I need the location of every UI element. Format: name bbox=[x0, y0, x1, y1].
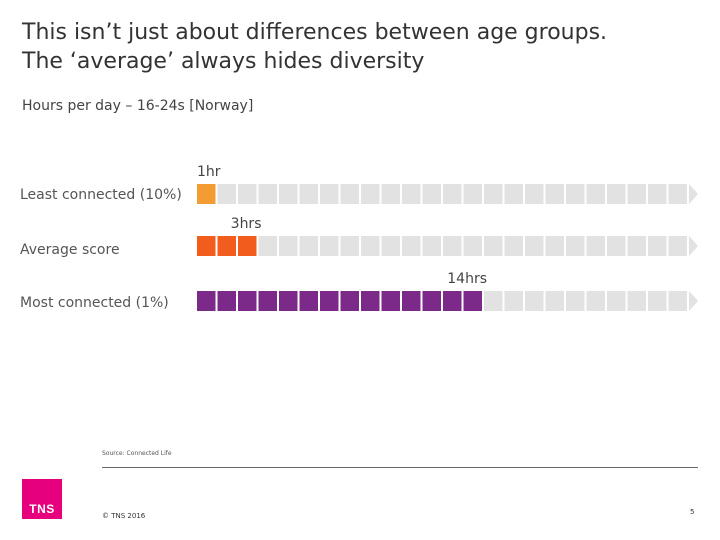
empty-hour-block bbox=[463, 236, 482, 256]
filled-hour-block bbox=[238, 236, 257, 256]
empty-hour-block bbox=[627, 291, 646, 311]
filled-hour-block bbox=[238, 291, 257, 311]
filled-hour-block bbox=[217, 291, 236, 311]
empty-hour-block bbox=[648, 184, 667, 204]
data-label: 3hrs bbox=[231, 216, 262, 232]
empty-hour-block bbox=[258, 184, 277, 204]
empty-hour-block bbox=[668, 236, 687, 256]
filled-hour-block bbox=[258, 291, 277, 311]
empty-hour-block bbox=[586, 236, 605, 256]
empty-hour-block bbox=[545, 236, 564, 256]
page-number: 5 bbox=[690, 508, 695, 516]
category-label: Least connected (10%) bbox=[20, 187, 182, 203]
row-arrow-head bbox=[689, 291, 698, 311]
source-note: Source: Connected Life bbox=[102, 450, 172, 457]
empty-hour-block bbox=[299, 184, 318, 204]
empty-hour-block bbox=[545, 291, 564, 311]
empty-hour-block bbox=[504, 291, 523, 311]
tns-logo: TNS bbox=[22, 479, 62, 519]
empty-hour-block bbox=[484, 291, 503, 311]
empty-hour-block bbox=[402, 184, 421, 204]
empty-hour-block bbox=[566, 291, 585, 311]
category-label: Most connected (1%) bbox=[20, 295, 169, 311]
filled-hour-block bbox=[197, 236, 216, 256]
empty-hour-block bbox=[586, 291, 605, 311]
empty-hour-block bbox=[648, 236, 667, 256]
empty-hour-block bbox=[402, 236, 421, 256]
filled-hour-block bbox=[197, 291, 216, 311]
empty-hour-block bbox=[668, 291, 687, 311]
empty-hour-block bbox=[566, 184, 585, 204]
filled-hour-block bbox=[463, 291, 482, 311]
empty-hour-block bbox=[217, 184, 236, 204]
empty-hour-block bbox=[443, 236, 462, 256]
filled-hour-block bbox=[279, 291, 298, 311]
title-line-1: This isn’t just about differences betwee… bbox=[22, 20, 608, 45]
empty-hour-block bbox=[484, 184, 503, 204]
empty-hour-block bbox=[381, 236, 400, 256]
row-arrow-head bbox=[689, 236, 698, 256]
empty-hour-block bbox=[627, 236, 646, 256]
empty-hour-block bbox=[525, 291, 544, 311]
footer-divider bbox=[102, 467, 698, 468]
empty-hour-block bbox=[443, 184, 462, 204]
copyright: © TNS 2016 bbox=[102, 512, 146, 520]
empty-hour-block bbox=[299, 236, 318, 256]
filled-hour-block bbox=[402, 291, 421, 311]
empty-hour-block bbox=[504, 184, 523, 204]
empty-hour-block bbox=[504, 236, 523, 256]
empty-hour-block bbox=[484, 236, 503, 256]
empty-hour-block bbox=[361, 236, 380, 256]
empty-hour-block bbox=[340, 236, 359, 256]
empty-hour-block bbox=[463, 184, 482, 204]
slide-title: This isn’t just about differences betwee… bbox=[22, 18, 702, 76]
empty-hour-block bbox=[545, 184, 564, 204]
data-label: 1hr bbox=[197, 164, 221, 180]
empty-hour-block bbox=[525, 184, 544, 204]
empty-hour-block bbox=[648, 291, 667, 311]
filled-hour-block bbox=[197, 184, 216, 204]
empty-hour-block bbox=[422, 236, 441, 256]
empty-hour-block bbox=[320, 236, 339, 256]
filled-hour-block bbox=[299, 291, 318, 311]
empty-hour-block bbox=[525, 236, 544, 256]
category-label: Average score bbox=[20, 242, 120, 258]
empty-hour-block bbox=[279, 236, 298, 256]
row-arrow-head bbox=[689, 184, 698, 204]
filled-hour-block bbox=[361, 291, 380, 311]
chart-subtitle: Hours per day – 16-24s [Norway] bbox=[22, 98, 254, 114]
filled-hour-block bbox=[217, 236, 236, 256]
empty-hour-block bbox=[607, 236, 626, 256]
empty-hour-block bbox=[422, 184, 441, 204]
empty-hour-block bbox=[566, 236, 585, 256]
empty-hour-block bbox=[340, 184, 359, 204]
tns-logo-text: TNS bbox=[29, 502, 55, 516]
filled-hour-block bbox=[320, 291, 339, 311]
empty-hour-block bbox=[320, 184, 339, 204]
title-line-2: The ‘average’ always hides diversity bbox=[22, 49, 425, 74]
filled-hour-block bbox=[443, 291, 462, 311]
empty-hour-block bbox=[258, 236, 277, 256]
empty-hour-block bbox=[627, 184, 646, 204]
empty-hour-block bbox=[607, 291, 626, 311]
empty-hour-block bbox=[668, 184, 687, 204]
connectivity-chart: Least connected (10%) 1hr Average score 3hr… bbox=[20, 164, 698, 311]
filled-hour-block bbox=[422, 291, 441, 311]
empty-hour-block bbox=[238, 184, 257, 204]
filled-hour-block bbox=[381, 291, 400, 311]
data-label: 14hrs bbox=[447, 271, 487, 287]
empty-hour-block bbox=[279, 184, 298, 204]
empty-hour-block bbox=[381, 184, 400, 204]
filled-hour-block bbox=[340, 291, 359, 311]
empty-hour-block bbox=[586, 184, 605, 204]
empty-hour-block bbox=[607, 184, 626, 204]
empty-hour-block bbox=[361, 184, 380, 204]
